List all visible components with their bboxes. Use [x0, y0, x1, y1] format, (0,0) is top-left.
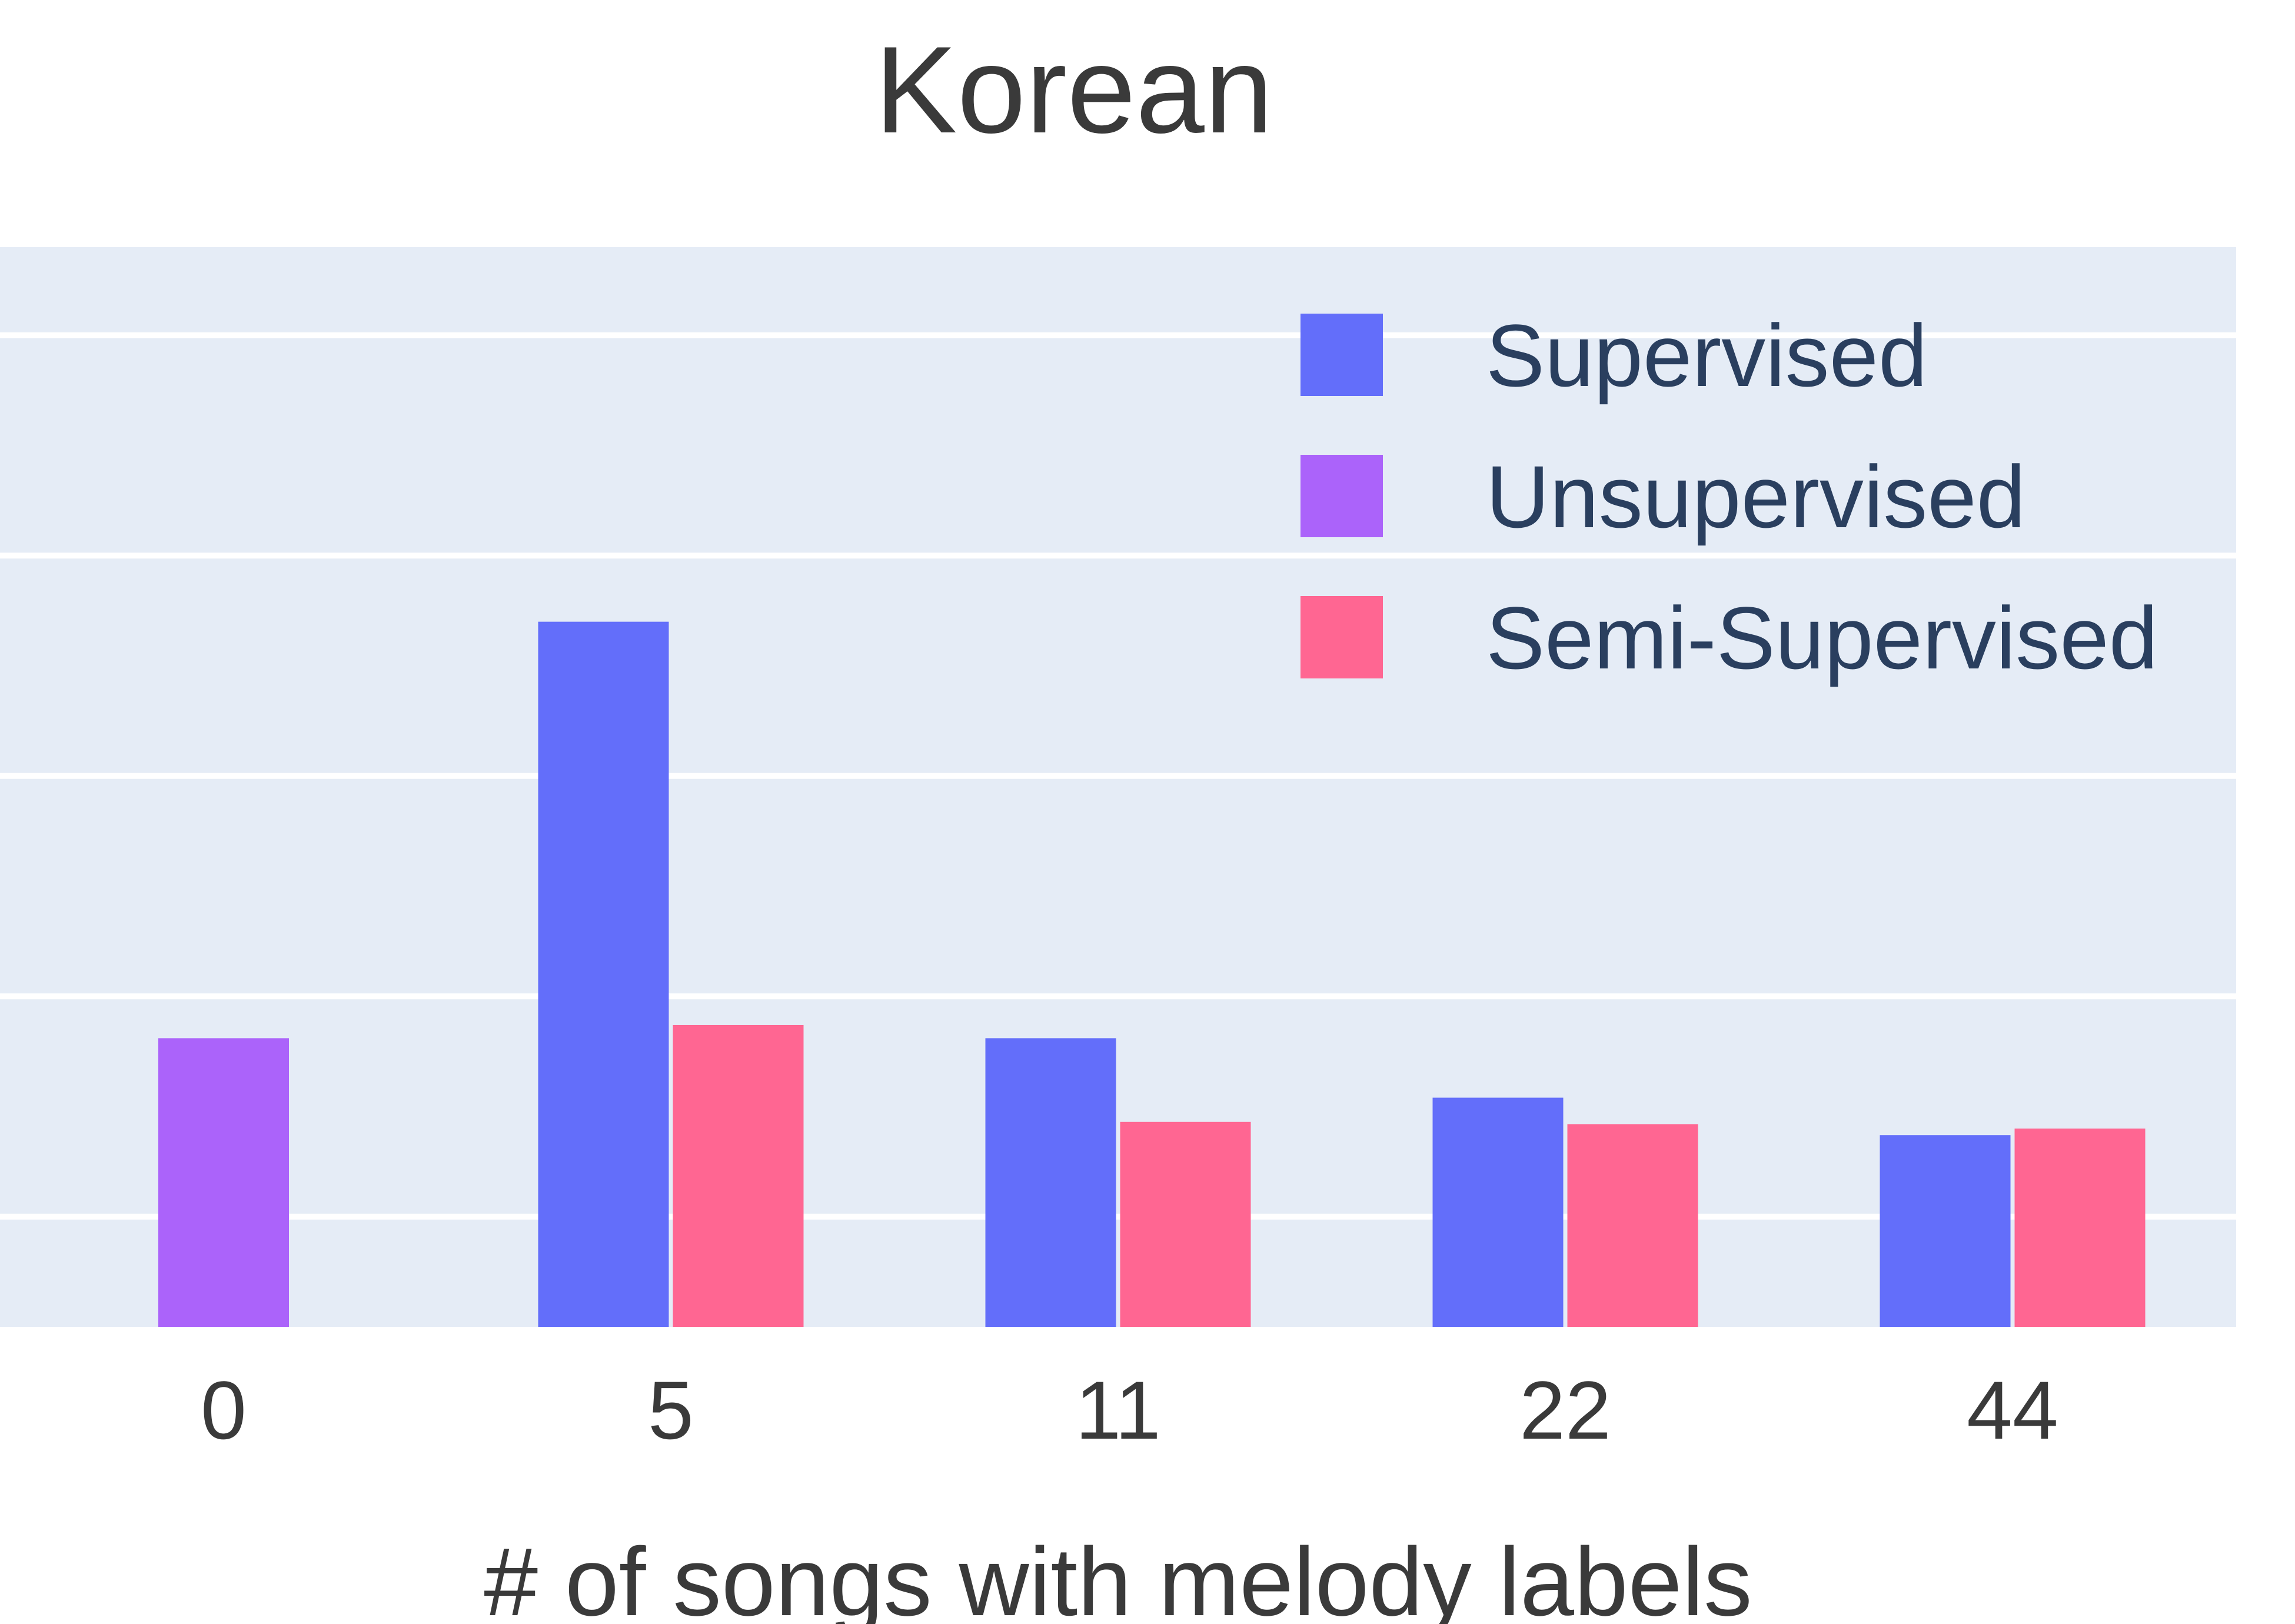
x-tick-label-5: 5: [648, 1364, 694, 1456]
legend-swatch-unsupervised: [1300, 455, 1383, 537]
gridlines: [0, 332, 2236, 1220]
bar-supervised-11: [985, 1038, 1116, 1327]
x-axis-title: # of songs with melody labels: [484, 1528, 1752, 1624]
x-tick-labels: 0 5 11 22 44: [201, 1364, 2058, 1456]
bar-unsupervised-0: [158, 1038, 289, 1327]
plot-background: [0, 247, 2236, 1327]
legend-label-supervised: Supervised: [1486, 306, 1927, 405]
x-tick-label-22: 22: [1519, 1364, 1611, 1456]
legend-swatch-supervised: [1300, 314, 1383, 396]
x-tick-label-11: 11: [1075, 1364, 1160, 1456]
bar-semi-supervised-44: [2014, 1128, 2146, 1327]
bar-semi-supervised-22: [1567, 1124, 1698, 1327]
bar-semi-supervised-11: [1120, 1122, 1251, 1327]
bars: [158, 621, 2146, 1327]
bar-semi-supervised-5: [673, 1024, 804, 1327]
legend: Supervised Unsupervised Semi-Supervised: [1300, 306, 2158, 687]
legend-label-semi-supervised: Semi-Supervised: [1486, 588, 2158, 687]
bar-supervised-5: [538, 621, 669, 1327]
bar-supervised-44: [1880, 1135, 2011, 1327]
x-tick-label-0: 0: [201, 1364, 247, 1456]
legend-swatch-semi-supervised: [1300, 596, 1383, 678]
bar-supervised-22: [1432, 1097, 1564, 1327]
x-tick-label-44: 44: [1967, 1364, 2058, 1456]
chart-title: Korean: [874, 21, 1273, 159]
legend-label-unsupervised: Unsupervised: [1486, 447, 2025, 546]
